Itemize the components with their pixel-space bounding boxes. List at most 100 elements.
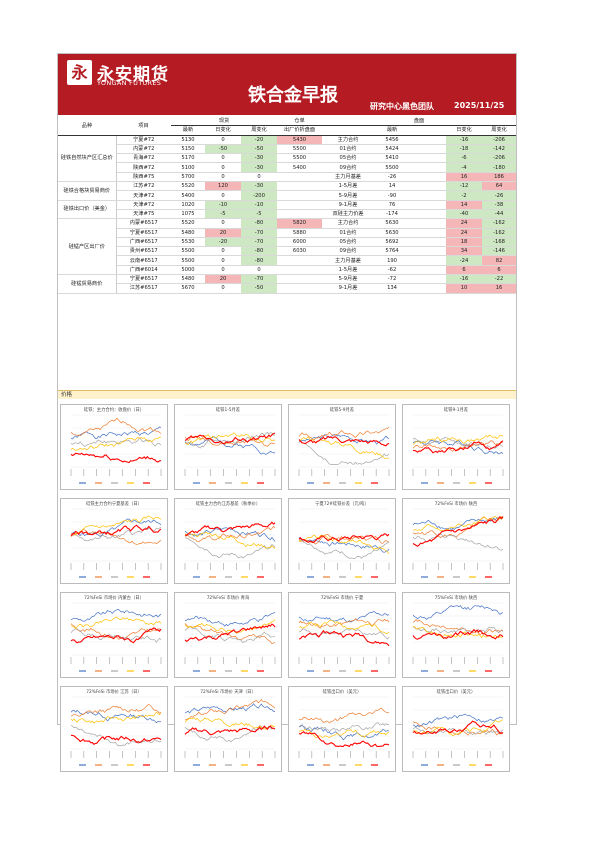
- series-line: [412, 515, 504, 532]
- futures-name-cell: 主力月基差: [322, 172, 375, 183]
- spot-daily-cell: 0: [205, 265, 241, 276]
- table-row: 硅铁出口价（美金） 天津#72 1020 -10 -10 9-1月差 76 14 -38: [58, 200, 517, 220]
- chart-svg: [412, 414, 504, 484]
- header-weekly: 周变化: [241, 125, 278, 136]
- series-line: [412, 618, 504, 635]
- warrant-cell: 5880: [277, 228, 323, 238]
- series-line: [70, 529, 162, 545]
- series-line: [184, 432, 276, 445]
- item-cell: 宁夏#6517: [116, 228, 171, 238]
- warrant-cell: 6000: [277, 237, 323, 248]
- spot-latest-cell: 5530: [171, 237, 205, 248]
- futures-name-cell: 01合约: [322, 144, 375, 155]
- item-cell: 天津#72: [116, 200, 171, 210]
- header-futures-daily: 日变化: [446, 125, 483, 136]
- spot-daily-cell: -20: [205, 237, 241, 248]
- futures-latest-cell: 5456: [374, 135, 411, 145]
- table-row: 硅锰贸易商价 宁夏#6517 5480 20 -70 5-9月差 -72 -16 -22: [58, 274, 517, 294]
- stripe-label: 价格: [61, 392, 73, 398]
- chart-panel: 72%FeSi 市场价 内蒙古（日）: [60, 592, 168, 678]
- warrant-cell: 5500: [277, 144, 323, 155]
- series-line: [298, 436, 390, 459]
- item-cell: 内蒙#6517: [116, 218, 171, 229]
- table-row: 天津#72 5400 0 -200 5-9月差 -90 -2 -26: [58, 190, 517, 201]
- table-row: 内蒙#72 5150 -50 -50 5500 01合约 5424 -18 -142: [58, 144, 517, 155]
- spot-latest-cell: 5670: [171, 283, 205, 294]
- table-body: 硅铁自然块产区汇总价 宁夏#72 5130 0 -20 5430 主力合约 5456 -16 -2…: [58, 135, 517, 294]
- series-line: [185, 611, 276, 627]
- chart-title: 硅铁出口价（美元）: [436, 690, 476, 695]
- item-cell: 广西#6517: [116, 237, 171, 248]
- futures-daily-cell: -12: [446, 181, 483, 192]
- header-futures: 盘面: [322, 117, 517, 127]
- chart-title: 72%FeSi 市场价 宁夏: [320, 596, 364, 601]
- table-header-row-1: 品种 项目 现货 仓单 盘面: [58, 117, 517, 136]
- spot-daily-cell: 0: [205, 246, 241, 257]
- futures-latest-cell: 5410: [374, 153, 411, 164]
- series-line: [184, 623, 276, 642]
- header-spot: 现货: [171, 117, 278, 127]
- spacer-cell: [410, 200, 447, 210]
- chart-panel: 72%FeSi 市场价 陕西: [402, 498, 510, 584]
- warrant-cell: 5500: [277, 153, 323, 164]
- table-row: 青海#72 5170 0 -30 5500 05合约 5410 -6 -206: [58, 153, 517, 164]
- chart-title: 硅铁出口价（美元）: [322, 690, 362, 695]
- spot-daily-cell: 0: [205, 162, 241, 173]
- futures-daily-cell: 6: [446, 265, 483, 276]
- spot-daily-cell: 0: [205, 135, 241, 145]
- futures-daily-cell: -2: [446, 190, 483, 201]
- series-line: [298, 539, 390, 559]
- table-row: 江苏#6517 5670 0 -50 9-1月差 134 10 16: [58, 283, 517, 294]
- spot-weekly-cell: -70: [241, 237, 278, 248]
- spot-daily-cell: 0: [205, 218, 241, 229]
- futures-name-cell: 05合约: [322, 153, 375, 164]
- futures-name-cell: 1-5月差: [322, 265, 375, 276]
- spot-latest-cell: 1020: [171, 200, 205, 210]
- series-line: [70, 426, 162, 440]
- futures-daily-cell: 10: [446, 283, 483, 294]
- series-line: [70, 623, 162, 640]
- header-futures-weekly: 周变化: [482, 125, 517, 136]
- series-line: [298, 426, 390, 441]
- chart-title: 72%FeSi 市场价 内蒙古（日）: [84, 596, 144, 601]
- spot-weekly-cell: -10: [241, 200, 278, 210]
- futures-weekly-cell: -38: [482, 200, 517, 210]
- futures-latest-cell: -62: [374, 265, 411, 276]
- chart-title: 硅铁1-5月差: [215, 408, 241, 413]
- futures-weekly-cell: -206: [482, 135, 517, 145]
- futures-latest-cell: 134: [374, 283, 411, 294]
- series-line: [184, 703, 275, 714]
- spot-latest-cell: 5150: [171, 144, 205, 155]
- series-line: [298, 440, 390, 465]
- series-line: [70, 627, 162, 643]
- warrant-cell: [277, 190, 323, 201]
- yongan-logo: 永 永安期货 YONGAN FUTURES: [67, 60, 168, 87]
- futures-latest-cell: 5630: [374, 228, 411, 238]
- series-line: [412, 713, 504, 728]
- chart-svg: [70, 414, 162, 484]
- futures-name-cell: 09合约: [322, 162, 375, 173]
- table-row: 硅铁合格块贸易商价 江苏#72 5520 120 -30 1-5月差 14 -12 64: [58, 181, 517, 201]
- spot-latest-cell: 5700: [171, 172, 205, 183]
- chart-panel: 72%FeSi 市场价 江苏（日）: [60, 686, 168, 772]
- series-line: [412, 434, 504, 446]
- category-cell: 硅锰产区出厂价: [58, 218, 117, 276]
- futures-latest-cell: 5500: [374, 162, 411, 173]
- series-line: [70, 515, 162, 536]
- futures-name-cell: 双硅主力价差: [322, 209, 375, 220]
- table-row: 天津#75 1075 -5 -5 双硅主力价差 -174 -40 -44: [58, 209, 517, 220]
- chart-title: 72%FeSi 市场价 陕西: [434, 502, 478, 507]
- series-line: [412, 721, 504, 736]
- table-row: 硅铁自然块产区汇总价 宁夏#72 5130 0 -20 5430 主力合约 5456 -16 -2…: [58, 135, 517, 183]
- spot-latest-cell: 1075: [171, 209, 205, 220]
- series-line: [298, 724, 390, 741]
- chart-panel: 72%FeSi 市场价 青海: [174, 592, 282, 678]
- chart-panel: 硅铁9-1月差: [402, 404, 510, 490]
- spacer-cell: [410, 265, 447, 276]
- category-cell: 硅铁出口价（美金）: [58, 200, 117, 220]
- spot-daily-cell: -5: [205, 209, 241, 220]
- futures-daily-cell: -16: [446, 135, 483, 145]
- chart-svg: [412, 508, 504, 578]
- item-cell: 内蒙#72: [116, 144, 171, 155]
- futures-name-cell: 主力合约: [322, 218, 375, 229]
